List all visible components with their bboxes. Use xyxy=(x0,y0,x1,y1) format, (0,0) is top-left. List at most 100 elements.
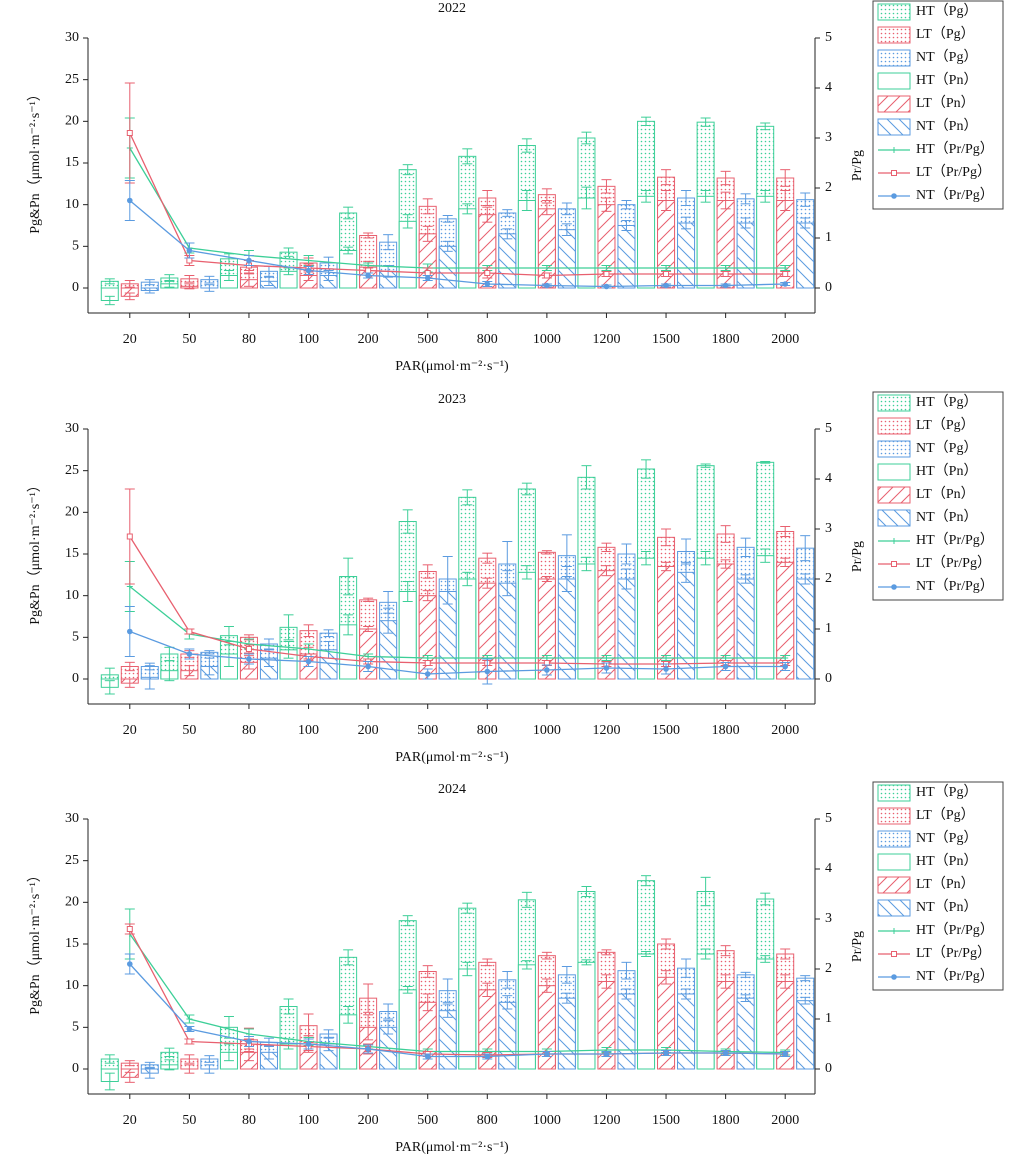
marker xyxy=(782,271,789,277)
legend-label: LT（Pn） xyxy=(916,95,975,111)
marker xyxy=(603,665,610,671)
x-tick-label: 2000 xyxy=(771,1113,799,1128)
x-axis-label: PAR(μmol·m⁻²·s⁻¹) xyxy=(395,1140,509,1155)
x-tick-label: 1800 xyxy=(712,723,740,738)
y-tick-label: 20 xyxy=(65,114,79,129)
y-tick-label: 30 xyxy=(65,811,79,826)
x-tick-label: 1000 xyxy=(533,1113,561,1128)
chart-title: 2023 xyxy=(438,392,466,407)
legend-label: NT（Pn） xyxy=(916,509,977,525)
legend-label: NT（Pg） xyxy=(916,440,977,456)
marker xyxy=(603,1051,610,1057)
line xyxy=(129,963,786,1058)
marker xyxy=(663,271,670,277)
legend-swatch xyxy=(877,853,911,871)
bar xyxy=(677,222,696,289)
bar xyxy=(736,997,755,1070)
x-tick-label: 500 xyxy=(417,1113,438,1128)
y-axis-label: Pg&Pn（μmol·m⁻²·s⁻¹） xyxy=(27,478,43,625)
legend-swatch xyxy=(877,49,911,67)
y2-tick-label: 1 xyxy=(825,1011,832,1026)
legend-label: HT（Pg） xyxy=(916,3,977,19)
marker xyxy=(305,646,312,652)
bar xyxy=(617,225,636,289)
legend-label: HT（Pr/Pg） xyxy=(916,922,994,938)
line xyxy=(129,630,786,675)
y-tick-label: 20 xyxy=(65,895,79,910)
bar xyxy=(438,1010,457,1070)
y2-tick-label: 4 xyxy=(825,861,832,876)
y2-tick-label: 1 xyxy=(825,621,832,636)
marker xyxy=(663,655,670,661)
marker xyxy=(484,668,491,675)
legend-label: LT（Pr/Pg） xyxy=(916,555,991,571)
legend-label: NT（Pg） xyxy=(916,49,977,65)
y-tick-label: 30 xyxy=(65,30,79,45)
marker xyxy=(365,272,371,279)
y-tick-label: 30 xyxy=(65,421,79,436)
bar xyxy=(438,245,457,289)
marker xyxy=(186,1038,193,1045)
legend-swatch xyxy=(877,784,911,802)
marker xyxy=(663,666,669,672)
y2-tick-label: 0 xyxy=(825,671,832,686)
marker xyxy=(782,281,789,287)
x-tick-label: 500 xyxy=(417,332,438,347)
x-tick-label: 800 xyxy=(477,332,498,347)
marker xyxy=(603,271,610,277)
marker xyxy=(365,663,371,670)
x-axis-label: PAR(μmol·m⁻²·s⁻¹) xyxy=(395,359,509,374)
marker xyxy=(186,1026,193,1032)
y2-tick-label: 3 xyxy=(825,911,832,926)
y2-tick-label: 3 xyxy=(825,521,832,536)
y-tick-label: 15 xyxy=(65,936,79,951)
marker xyxy=(782,663,789,670)
marker xyxy=(543,265,550,271)
legend-label: NT（Pn） xyxy=(916,118,977,134)
x-tick-label: 1800 xyxy=(712,1113,740,1128)
legend-label: HT（Pg） xyxy=(916,784,977,800)
bar xyxy=(398,591,417,680)
marker xyxy=(424,671,431,677)
y-tick-label: 10 xyxy=(65,197,79,212)
y2-tick-label: 3 xyxy=(825,130,832,145)
legend-label: NT（Pg） xyxy=(916,830,977,846)
x-tick-label: 1000 xyxy=(533,723,561,738)
marker xyxy=(663,265,670,271)
y-tick-label: 5 xyxy=(72,630,79,645)
line xyxy=(129,200,786,288)
legend-swatch xyxy=(877,509,911,527)
bar xyxy=(498,233,517,289)
legend-label: NT（Pr/Pg） xyxy=(916,187,994,203)
x-tick-label: 1200 xyxy=(592,332,620,347)
legend-swatch xyxy=(877,876,911,894)
bar xyxy=(756,555,775,680)
chart-title: 2024 xyxy=(438,782,466,797)
bar xyxy=(498,1001,517,1070)
marker xyxy=(722,282,729,289)
legend-marker xyxy=(891,538,897,544)
marker xyxy=(543,272,550,279)
bar xyxy=(736,222,755,289)
line xyxy=(129,132,786,277)
y-axis-label: Pg&Pn（μmol·m⁻²·s⁻¹） xyxy=(27,868,43,1015)
y2-axis-label: Pr/Pg xyxy=(850,541,865,572)
legend-swatch xyxy=(877,72,911,90)
marker xyxy=(663,1050,669,1056)
marker xyxy=(722,265,729,271)
marker xyxy=(126,628,133,635)
bar xyxy=(458,578,477,680)
bar xyxy=(796,578,815,680)
legend-label: NT（Pn） xyxy=(916,899,977,915)
line xyxy=(129,585,786,659)
x-tick-label: 800 xyxy=(477,723,498,738)
marker xyxy=(424,1053,431,1060)
y2-tick-label: 2 xyxy=(825,180,832,195)
legend-label: HT（Pn） xyxy=(916,853,977,869)
x-tick-label: 1500 xyxy=(652,723,680,738)
marker xyxy=(603,655,610,661)
legend-swatch xyxy=(877,26,911,44)
y-tick-label: 0 xyxy=(72,1061,79,1076)
marker xyxy=(424,660,431,666)
y2-tick-label: 5 xyxy=(825,811,832,826)
